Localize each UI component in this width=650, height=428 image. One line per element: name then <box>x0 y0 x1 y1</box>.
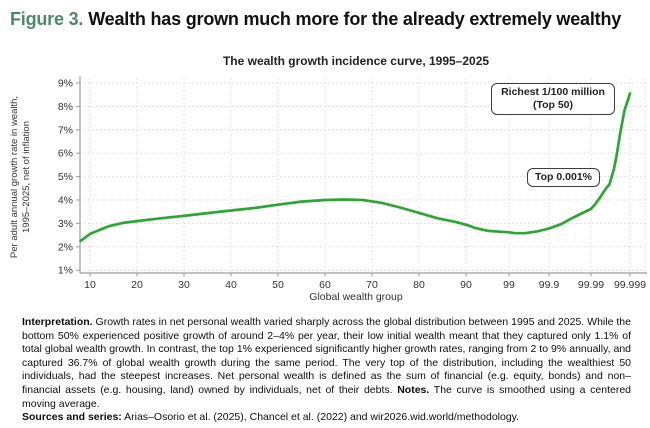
interpretation-seg-0: Interpretation. <box>22 316 93 328</box>
annotation-richest-line2: (Top 50) <box>532 99 574 111</box>
y-tick-label-9%: 9% <box>58 78 73 90</box>
x-tick-label-90: 90 <box>460 279 472 291</box>
annotation-richest-top50: Richest 1/100 million (Top 50) <box>491 83 615 115</box>
x-tick-label-20: 20 <box>131 279 143 291</box>
x-tick-label-40: 40 <box>225 279 237 291</box>
x-tick-label-60: 60 <box>319 279 331 291</box>
x-tick-label-99.999: 99.999 <box>614 279 646 291</box>
figure-number-label: Figure 3. <box>10 9 84 29</box>
y-tick-label-3%: 3% <box>58 218 73 230</box>
x-tick-label-80: 80 <box>413 279 425 291</box>
y-tick-label-1%: 1% <box>58 265 73 277</box>
y-tick-label-8%: 8% <box>58 101 73 113</box>
notes-block: Interpretation. Growth rates in net pers… <box>22 316 631 425</box>
y-tick-label-6%: 6% <box>58 148 73 160</box>
annotation-top-0001-line1: Top 0.001% <box>535 171 592 183</box>
wealth-growth-curve <box>79 92 632 243</box>
sources-text: Sources and series: Arias–Osorio et al. … <box>22 411 631 425</box>
x-tick-label-50: 50 <box>272 279 284 291</box>
y-tick-label-5%: 5% <box>58 171 73 183</box>
interpretation-seg-1: Growth rates in net personal wealth vari… <box>22 316 631 396</box>
y-tick-label-4%: 4% <box>58 195 73 207</box>
figure-header: Figure 3. Wealth has grown much more for … <box>10 9 642 30</box>
interpretation-text: Interpretation. Growth rates in net pers… <box>22 316 631 411</box>
interpretation-seg-3: The curve is smoothed using a centered m… <box>22 383 632 410</box>
sources-seg-1: Arias–Osorio et al. (2025), Chancel et a… <box>121 411 520 424</box>
y-tick-label-7%: 7% <box>58 124 73 136</box>
annotation-top-0001-percent: Top 0.001% <box>527 168 600 187</box>
x-tick-label-30: 30 <box>178 279 190 291</box>
figure-title: Wealth has grown much more for the alrea… <box>88 9 622 29</box>
x-tick-label-99.99: 99.99 <box>578 279 604 291</box>
sources-seg-0: Sources and series: <box>22 411 122 424</box>
annotation-richest-line1: Richest 1/100 million <box>501 86 605 98</box>
plot-area: 9% 8% 7% 6% 5% 4% 3% 2% 1% 10 20 30 40 50 60 70 80 90 99 99… <box>58 76 647 291</box>
y-tick-label-2%: 2% <box>58 241 73 253</box>
x-axis-label: Global wealth group <box>309 291 403 303</box>
x-tick-label-99.9: 99.9 <box>539 279 560 291</box>
chart-title: The wealth growth incidence curve, 1995–… <box>222 54 490 68</box>
x-tick-label-70: 70 <box>366 279 378 291</box>
interpretation-seg-2: Notes. <box>397 383 430 396</box>
x-tick-label-99: 99 <box>503 279 515 291</box>
x-tick-label-10: 10 <box>84 279 96 291</box>
